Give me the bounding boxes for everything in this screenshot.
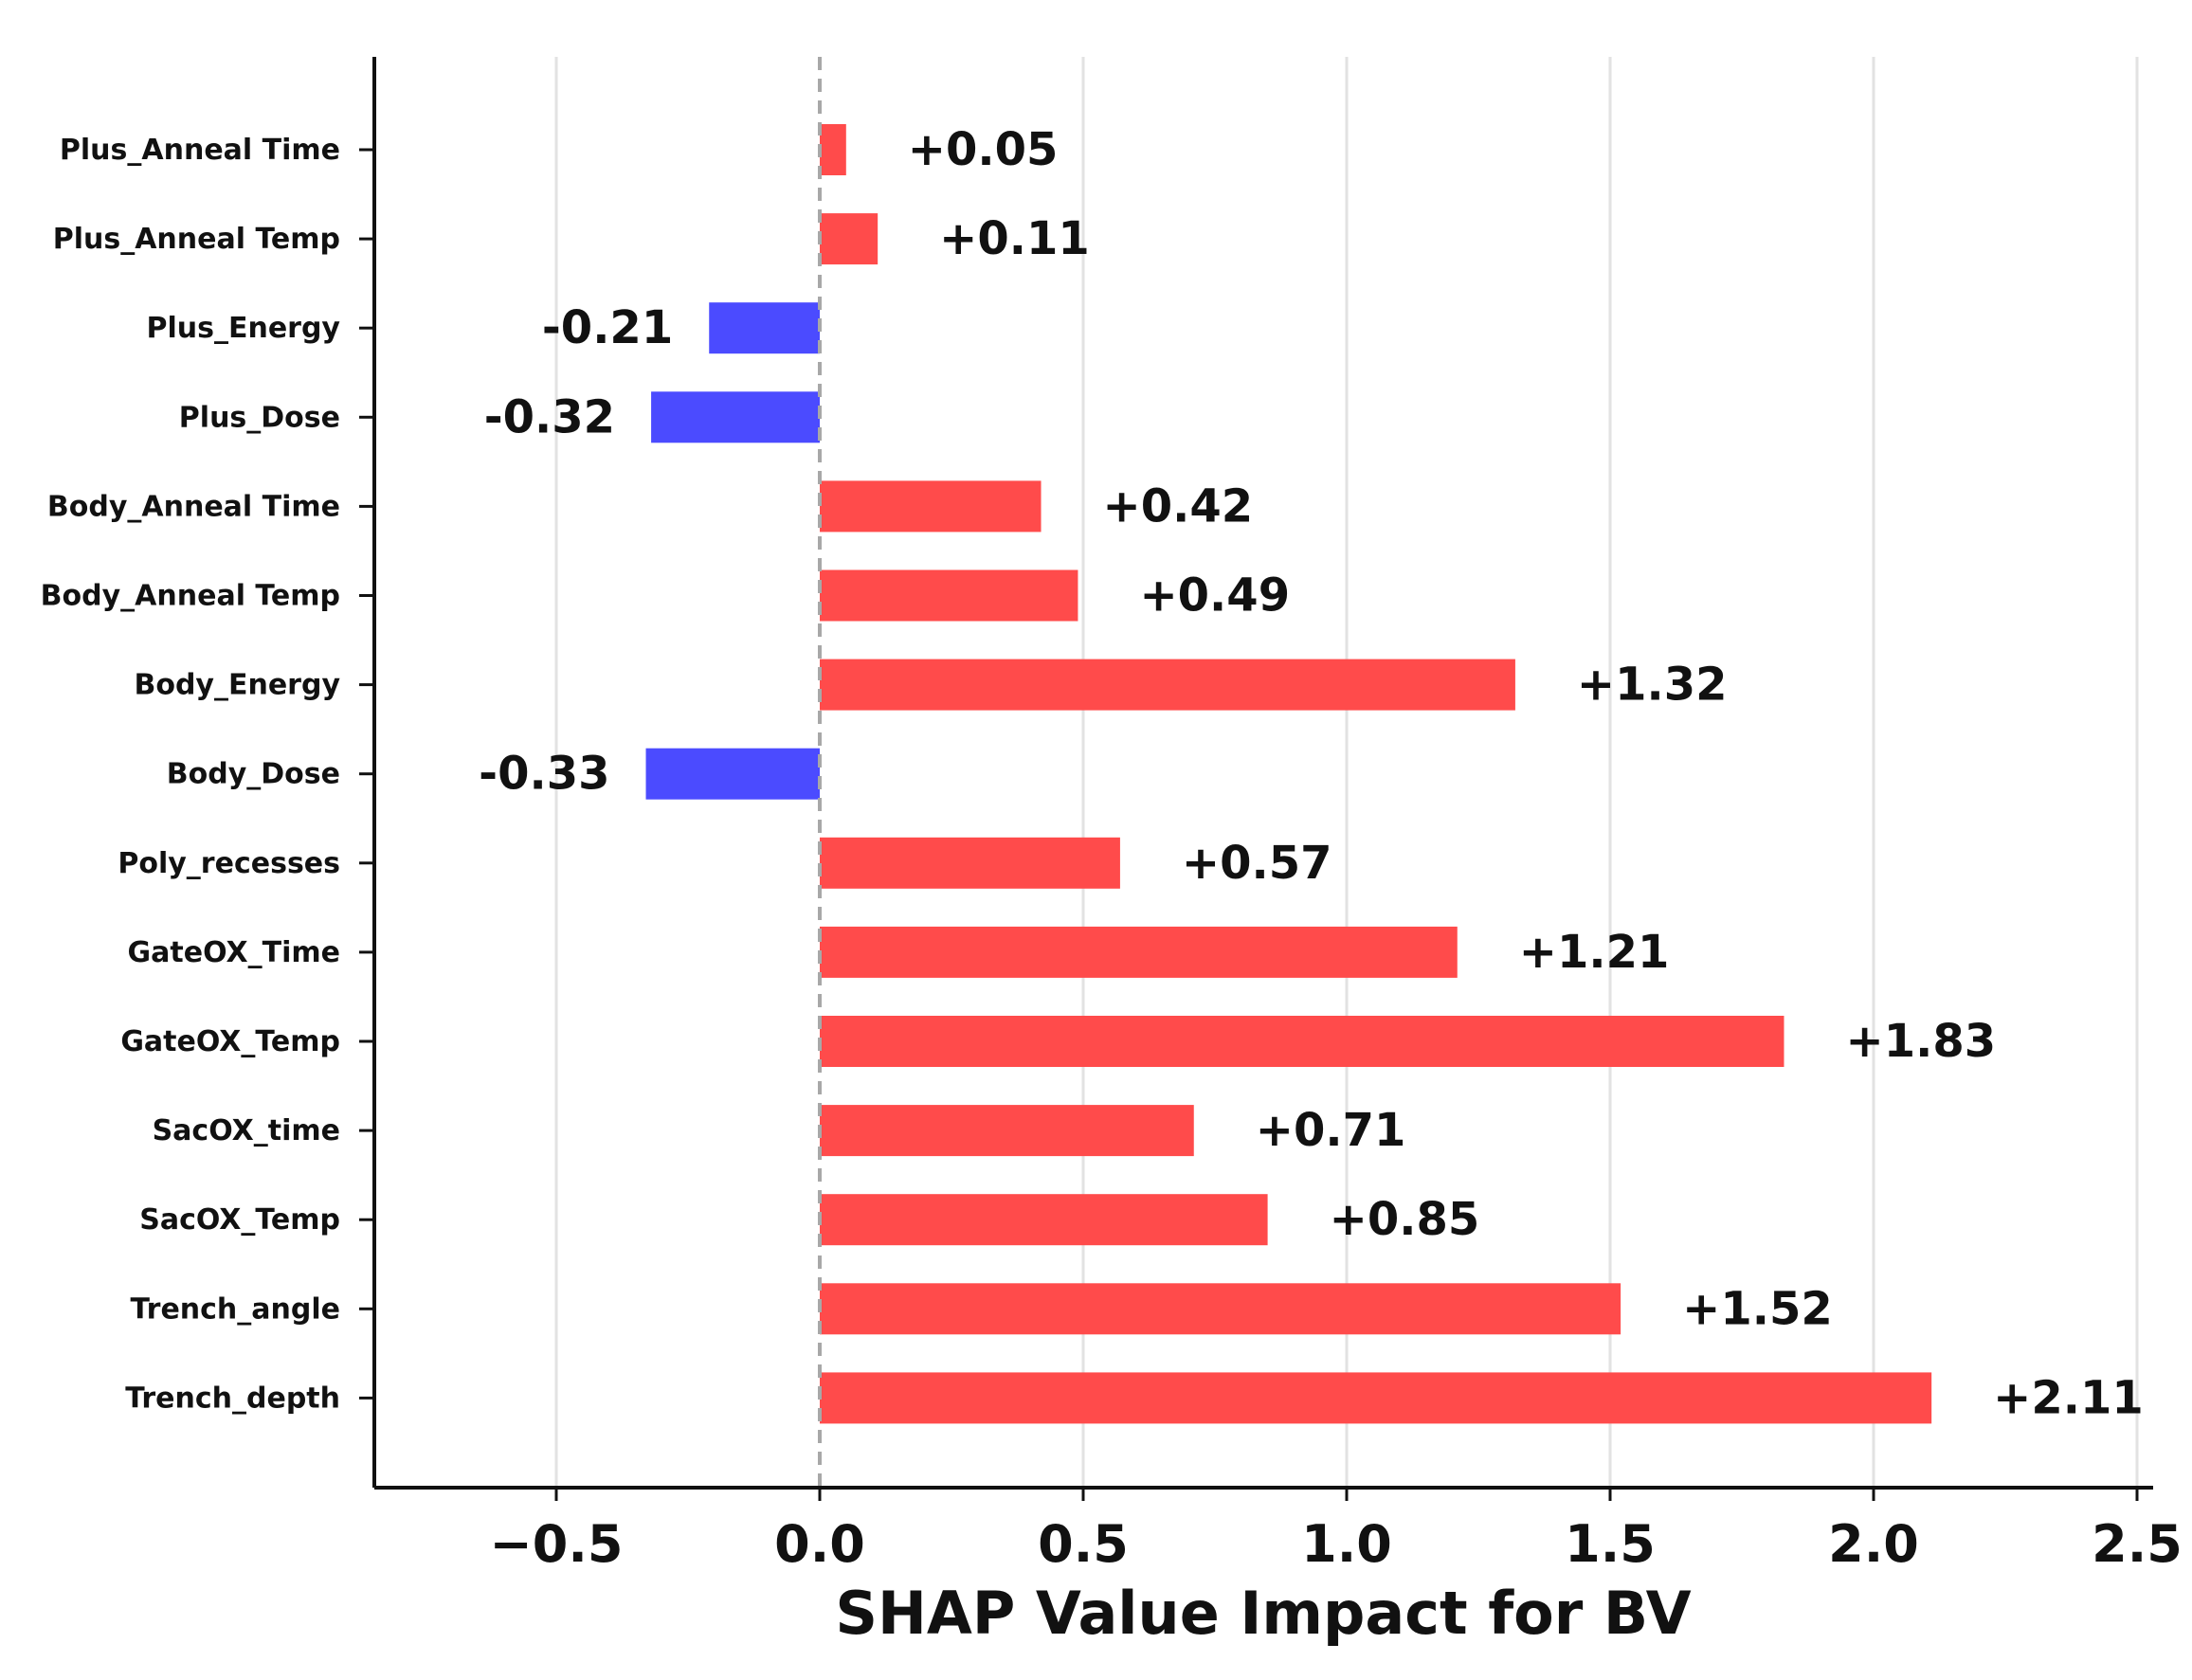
y-tick-label: Body_Energy (134, 669, 340, 702)
y-tick-label: Plus_Anneal Temp (53, 223, 340, 256)
y-tick-label: Plus_Anneal Time (60, 134, 340, 167)
bar-value-labels: +0.05 +0.11 -0.21 -0.32 +0.42 +0.49 +1.32 -0.33… (479, 123, 2144, 1424)
bar-value-label: -0.32 (484, 390, 615, 443)
y-tick-label: Plus_Energy (146, 312, 340, 345)
y-tick-label: Body_Dose (167, 758, 340, 791)
bar-sacox-temp (820, 1194, 1268, 1246)
y-tick-label: Trench_depth (125, 1382, 340, 1415)
y-tick-label: SacOX_time (153, 1114, 340, 1147)
y-tick-label: GateOX_Temp (120, 1025, 340, 1058)
x-tick-label: −0.5 (490, 1514, 624, 1574)
y-tick-label: Plus_Dose (179, 401, 340, 434)
bar-value-label: +1.83 (1845, 1015, 1996, 1068)
bar-value-label: +0.71 (1256, 1104, 1406, 1157)
bar-value-label: +1.52 (1682, 1282, 1833, 1335)
y-tick-label: Trench_angle (130, 1292, 340, 1326)
bar-body-energy (820, 659, 1515, 711)
bar-trench-depth (820, 1372, 1932, 1424)
y-tick-label: Body_Anneal Time (47, 490, 340, 523)
bar-gateox-time (820, 926, 1458, 978)
x-tick-label: 1.0 (1301, 1514, 1392, 1574)
bar-value-label: +0.11 (939, 212, 1090, 265)
bars (645, 124, 1932, 1424)
bar-value-label: +0.42 (1103, 479, 1254, 533)
x-tick-label: 0.0 (774, 1514, 865, 1574)
bar-value-label: -0.21 (542, 301, 673, 354)
x-axis-title: SHAP Value Impact for BV (835, 1579, 1691, 1648)
bar-body-dose (645, 748, 820, 800)
x-tick-label: 2.5 (2092, 1514, 2183, 1574)
bar-plus-energy (709, 302, 820, 354)
bar-value-label: +0.85 (1330, 1193, 1480, 1246)
y-tick-labels: Plus_Anneal Time Plus_Anneal Temp Plus_Ene… (41, 134, 374, 1415)
x-tick-label: 2.0 (1828, 1514, 1919, 1574)
grid-lines (554, 57, 2139, 1488)
bar-value-label: +0.57 (1182, 837, 1332, 890)
bar-plus-dose (651, 391, 820, 443)
y-tick-label: Body_Anneal Temp (41, 580, 340, 613)
y-tick-label: GateOX_Time (128, 936, 340, 969)
bar-body-anneal-time (820, 480, 1042, 533)
bar-value-label: +1.21 (1519, 926, 1670, 979)
bar-poly-recesses (820, 837, 1120, 889)
axes (372, 57, 2153, 1490)
bar-value-label: +0.49 (1139, 569, 1290, 623)
bar-value-label: +0.05 (908, 123, 1059, 176)
bar-gateox-temp (820, 1016, 1784, 1067)
bar-sacox-time (820, 1105, 1194, 1157)
x-tick-labels: −0.5 0.0 0.5 1.0 1.5 2.0 2.5 (490, 1488, 2183, 1574)
bar-plus-anneal-temp (820, 213, 879, 265)
x-tick-label: 0.5 (1038, 1514, 1129, 1574)
y-tick-label: Poly_recesses (118, 847, 340, 880)
bar-value-label: +2.11 (1993, 1371, 2144, 1424)
bar-trench-angle (820, 1283, 1621, 1335)
x-tick-label: 1.5 (1565, 1514, 1656, 1574)
bar-body-anneal-temp (820, 569, 1078, 622)
y-tick-label: SacOX_Temp (139, 1203, 340, 1237)
bar-value-label: +1.32 (1577, 659, 1728, 712)
bar-value-label: -0.33 (479, 748, 609, 801)
bar-plus-anneal-time (820, 124, 846, 175)
